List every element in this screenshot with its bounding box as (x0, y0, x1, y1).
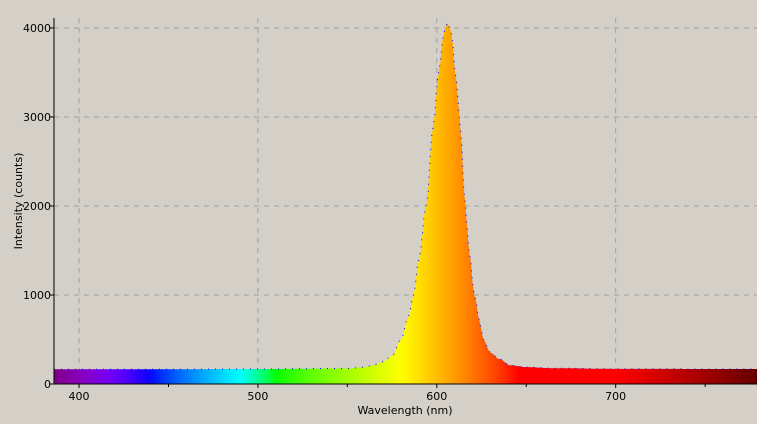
spectrum-outline (54, 21, 757, 370)
axis-ticks: 400 500 600 700 0 1000 2000 3000 4000 (23, 22, 706, 403)
y-tick-label: 1000 (23, 289, 51, 302)
x-tick-label: 500 (247, 390, 268, 403)
y-tick-label: 3000 (23, 111, 51, 124)
y-tick-label: 0 (44, 378, 51, 391)
y-tick-label: 4000 (23, 22, 51, 35)
x-axis-label: Wavelength (nm) (357, 404, 452, 417)
x-tick-label: 600 (426, 390, 447, 403)
spectrum-area (54, 22, 757, 384)
y-axis-label: Intensity (counts) (12, 153, 25, 250)
x-tick-label: 700 (605, 390, 626, 403)
y-tick-label: 2000 (23, 200, 51, 213)
x-tick-label: 400 (69, 390, 90, 403)
